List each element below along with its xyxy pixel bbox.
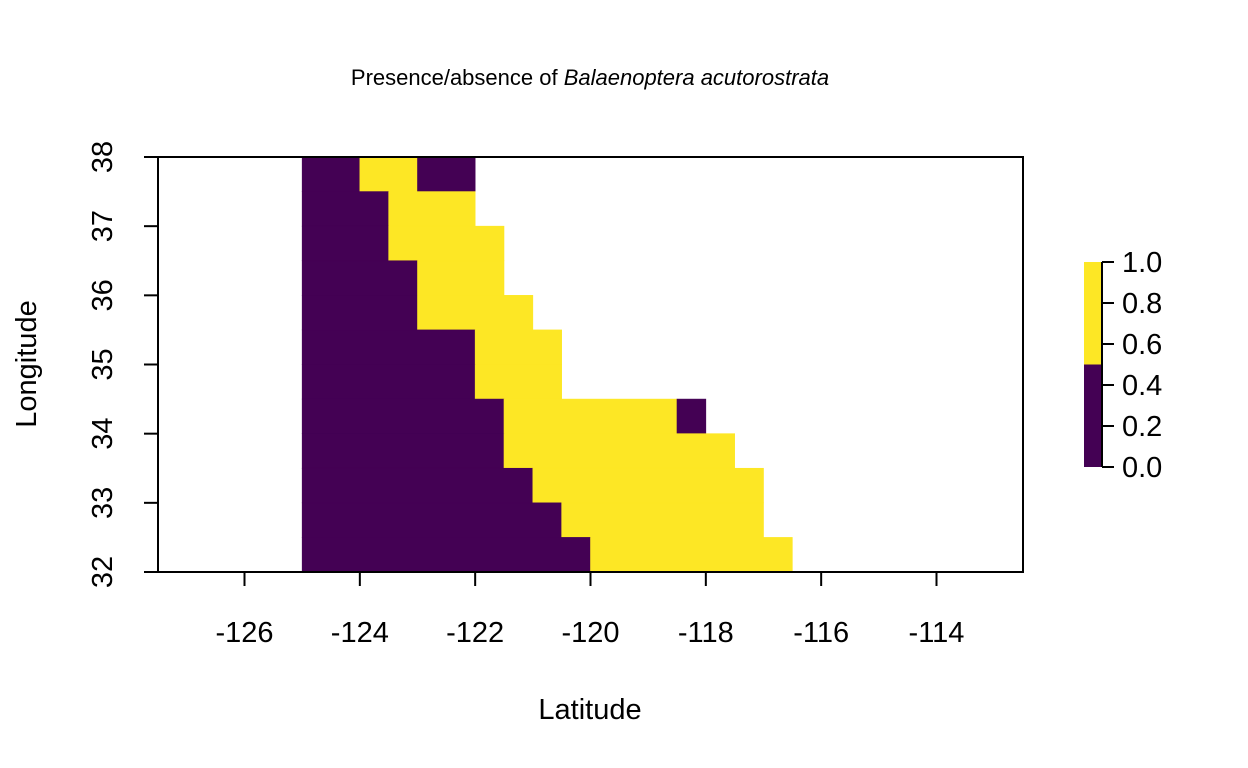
heatmap-cell — [301, 433, 505, 469]
heatmap-cell — [676, 398, 707, 434]
x-tick-label: -122 — [446, 617, 504, 649]
y-tick-label: 35 — [87, 348, 119, 380]
y-axis-label: Longitude — [11, 300, 43, 427]
heatmap-cell — [590, 537, 793, 573]
legend-tick-label: 0.0 — [1122, 452, 1162, 484]
legend-tick-label: 1.0 — [1122, 247, 1162, 279]
chart-title: Presence/absence of Balaenoptera acutoro… — [351, 65, 829, 90]
heatmap-cell — [301, 467, 534, 504]
heatmap-cell — [388, 191, 476, 227]
y-tick-label: 34 — [87, 418, 119, 450]
y-tick-label: 33 — [87, 487, 119, 519]
x-tick-label: -116 — [793, 617, 849, 649]
heatmap-cell — [301, 260, 418, 296]
heatmap-cell — [301, 295, 418, 331]
heatmap-cell — [359, 156, 418, 192]
heatmap-cell — [301, 537, 591, 573]
heatmap-cell — [301, 156, 361, 192]
y-axis: 32 33 34 35 36 37 38 — [87, 141, 159, 588]
heatmap-cell — [301, 398, 505, 434]
legend-tick-label: 0.4 — [1122, 370, 1162, 402]
legend-color-band — [1084, 262, 1102, 365]
heatmap-cell — [301, 502, 562, 538]
heatmap-cell — [417, 156, 476, 192]
x-axis: -126 -124 -122 -120 -118 -116 -114 — [215, 571, 965, 649]
heatmap-cell — [301, 191, 389, 227]
legend-color-band — [1084, 364, 1102, 467]
heatmap-cell — [503, 433, 735, 469]
heatmap-cell — [532, 467, 764, 504]
x-tick-label: -118 — [678, 617, 734, 649]
x-tick-label: -120 — [561, 617, 619, 649]
heatmap-cell — [301, 364, 476, 400]
heatmap-cell — [474, 329, 562, 365]
chart-title-species: Balaenoptera acutorostrata — [564, 65, 829, 90]
legend-tick-label: 0.6 — [1122, 329, 1162, 361]
color-legend: 0.0 0.2 0.4 0.6 0.8 1.0 — [1084, 247, 1162, 484]
heatmap-cell — [301, 329, 476, 365]
x-axis-label: Latitude — [538, 694, 641, 726]
y-tick-label: 36 — [87, 279, 119, 311]
heatmap-cell — [301, 225, 389, 262]
x-tick-label: -114 — [909, 617, 965, 649]
y-tick-label: 32 — [87, 556, 119, 588]
heatmap-cell — [474, 364, 562, 400]
heatmap-cell — [417, 295, 534, 331]
legend-tick-label: 0.2 — [1122, 411, 1162, 443]
legend-tick-label: 0.8 — [1122, 288, 1162, 320]
heatmap-cell — [503, 398, 678, 434]
x-tick-label: -124 — [331, 617, 389, 649]
chart-title-prefix: Presence/absence of — [351, 65, 564, 90]
heatmap-cell — [417, 260, 505, 296]
y-tick-label: 37 — [87, 210, 119, 242]
x-tick-label: -126 — [215, 617, 273, 649]
heatmap-cells — [301, 156, 793, 573]
heatmap-cell — [388, 225, 505, 262]
y-tick-label: 38 — [87, 141, 119, 173]
heatmap-cell — [561, 502, 764, 538]
